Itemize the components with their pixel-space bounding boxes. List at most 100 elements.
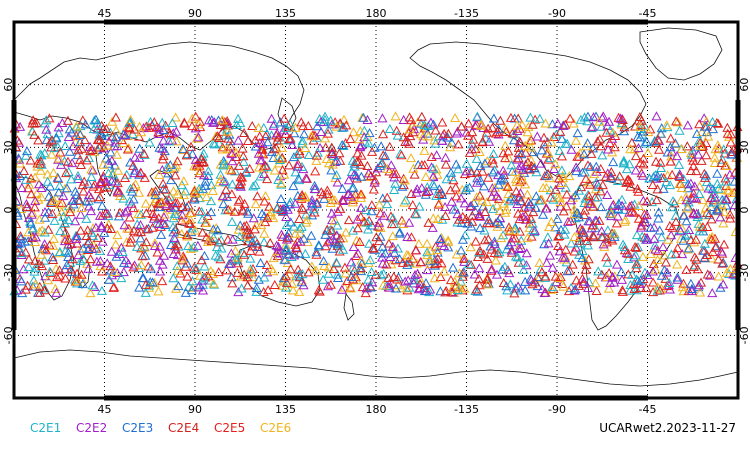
observation-marker bbox=[652, 184, 663, 194]
observation-marker bbox=[222, 126, 233, 136]
observation-marker bbox=[650, 244, 661, 254]
observation-marker bbox=[523, 196, 534, 207]
observation-marker bbox=[414, 201, 425, 211]
observation-marker bbox=[328, 263, 339, 273]
observation-marker bbox=[102, 140, 113, 150]
observation-marker bbox=[648, 171, 659, 182]
observation-marker bbox=[173, 281, 184, 291]
observation-marker bbox=[179, 118, 190, 128]
observation-marker bbox=[375, 222, 386, 232]
observation-marker bbox=[475, 211, 486, 221]
observation-marker bbox=[706, 214, 717, 224]
observation-marker bbox=[98, 141, 109, 151]
observation-marker bbox=[306, 131, 317, 141]
observation-marker bbox=[597, 150, 608, 160]
observation-marker bbox=[426, 162, 437, 172]
observation-marker bbox=[143, 223, 154, 233]
observation-marker bbox=[378, 150, 389, 160]
observation-marker bbox=[325, 279, 336, 289]
observation-marker bbox=[650, 156, 662, 166]
observation-marker bbox=[104, 274, 115, 284]
observation-marker bbox=[205, 266, 216, 276]
observation-marker bbox=[96, 220, 107, 230]
observation-marker bbox=[273, 248, 284, 258]
observation-marker bbox=[30, 262, 41, 272]
observation-marker bbox=[665, 180, 676, 190]
observation-marker bbox=[196, 255, 207, 265]
observation-marker bbox=[688, 188, 699, 198]
observation-marker bbox=[697, 195, 708, 205]
observation-marker bbox=[711, 205, 722, 215]
observation-marker bbox=[338, 195, 349, 205]
observation-marker bbox=[120, 207, 131, 217]
observation-marker bbox=[64, 146, 75, 156]
observation-marker bbox=[233, 113, 244, 123]
observation-marker bbox=[385, 251, 396, 262]
observation-marker bbox=[422, 247, 433, 257]
observation-marker bbox=[582, 160, 594, 170]
observation-marker bbox=[172, 156, 183, 166]
observation-marker bbox=[198, 272, 209, 282]
observation-marker bbox=[633, 143, 644, 153]
observation-marker bbox=[539, 139, 550, 149]
observation-marker bbox=[32, 161, 43, 171]
observation-marker bbox=[27, 232, 38, 243]
observation-marker bbox=[408, 127, 419, 137]
observation-marker bbox=[683, 179, 694, 189]
observation-marker bbox=[156, 229, 167, 239]
observation-marker bbox=[401, 249, 412, 259]
observation-marker bbox=[285, 264, 296, 274]
observation-marker bbox=[629, 199, 640, 209]
observation-marker bbox=[389, 247, 400, 257]
observation-marker bbox=[337, 183, 348, 193]
observation-marker bbox=[252, 191, 263, 201]
observation-marker bbox=[531, 191, 542, 201]
observation-marker bbox=[292, 158, 304, 168]
observation-marker bbox=[376, 141, 387, 151]
observation-marker bbox=[561, 189, 572, 199]
observation-marker bbox=[249, 224, 260, 234]
observation-marker bbox=[596, 202, 607, 212]
observation-marker bbox=[112, 267, 123, 278]
observation-marker bbox=[256, 219, 267, 230]
observation-marker bbox=[236, 283, 247, 293]
observation-marker bbox=[155, 266, 166, 276]
observation-marker bbox=[55, 226, 66, 236]
observation-marker bbox=[647, 179, 658, 189]
observation-marker bbox=[577, 167, 588, 177]
observation-marker bbox=[626, 137, 637, 147]
observation-marker bbox=[40, 271, 51, 281]
observation-marker bbox=[556, 165, 567, 175]
observation-marker bbox=[509, 223, 520, 233]
observation-marker bbox=[721, 176, 732, 186]
observation-marker bbox=[718, 144, 729, 154]
observation-marker bbox=[696, 127, 707, 137]
observation-marker bbox=[57, 117, 68, 128]
observation-marker bbox=[117, 246, 128, 256]
observation-marker bbox=[110, 112, 121, 122]
observation-marker bbox=[253, 148, 264, 158]
observation-marker bbox=[525, 142, 536, 152]
observation-marker bbox=[42, 176, 53, 186]
observation-marker bbox=[171, 126, 182, 136]
observation-marker bbox=[527, 225, 539, 235]
observation-marker bbox=[377, 241, 388, 251]
observation-marker bbox=[472, 251, 484, 262]
observation-marker bbox=[237, 143, 248, 153]
observation-marker bbox=[620, 214, 631, 224]
observation-marker bbox=[694, 119, 705, 129]
observation-marker bbox=[73, 250, 84, 260]
observation-marker bbox=[428, 171, 439, 181]
observation-marker bbox=[553, 231, 564, 241]
observation-marker bbox=[490, 255, 501, 265]
observation-marker bbox=[84, 141, 96, 151]
observation-marker bbox=[616, 118, 627, 128]
observation-marker bbox=[81, 230, 92, 241]
observation-marker bbox=[131, 241, 143, 251]
observation-marker bbox=[300, 248, 311, 258]
observation-marker bbox=[389, 184, 400, 194]
observation-marker bbox=[189, 194, 200, 204]
observation-marker bbox=[411, 258, 422, 268]
observation-marker bbox=[456, 121, 467, 131]
observation-marker bbox=[323, 268, 334, 278]
